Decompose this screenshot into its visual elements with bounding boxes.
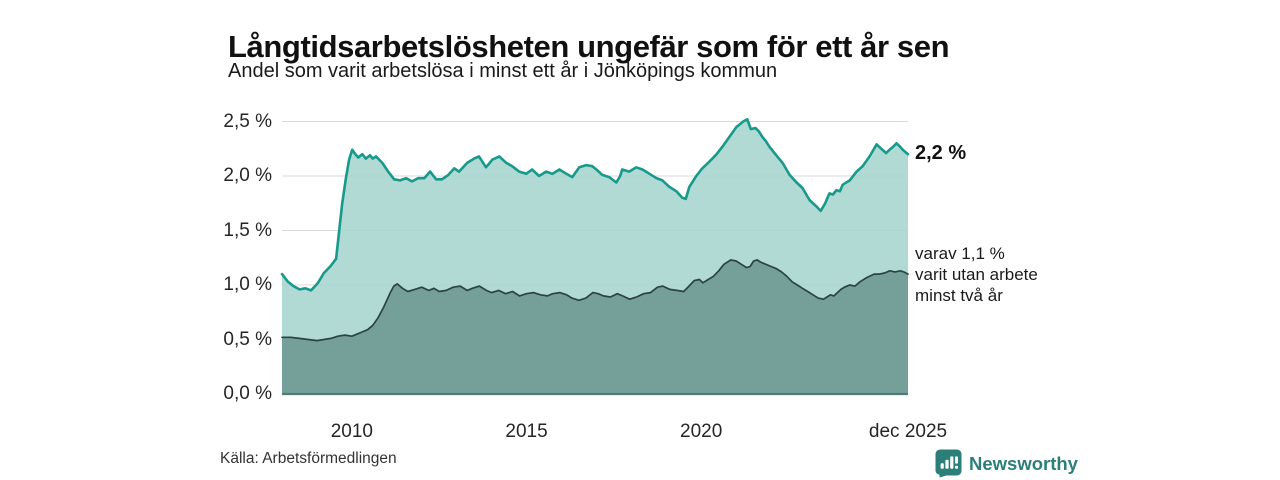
x-axis-tick-label: 2015	[505, 421, 548, 442]
y-axis-tick-label: 1,5 %	[223, 219, 272, 241]
y-axis-tick-label: 2,5 %	[223, 110, 272, 132]
y-axis-tick-label: 2,0 %	[223, 165, 272, 186]
x-axis-tick-label: 2010	[330, 421, 373, 442]
y-axis-tick-label: 0,0 %	[223, 383, 272, 404]
newsworthy-logo[interactable]: Newsworthy	[935, 449, 1078, 478]
series-end-label-two-years: varav 1,1 % varit utan arbete minst två …	[915, 244, 1038, 306]
y-axis-tick-label: 0,5 %	[223, 328, 272, 350]
x-axis-tick-label: dec 2025	[868, 421, 948, 442]
source-note: Källa: Arbetsförmedlingen	[220, 450, 397, 467]
newsworthy-chart-pin-icon	[935, 449, 962, 478]
chart-title: Långtidsarbetslösheten ungefär som för e…	[228, 28, 950, 64]
series-end-label-total: 2,2 %	[915, 142, 967, 165]
chart-subtitle: Andel som varit arbetslösa i minst ett å…	[228, 60, 778, 82]
y-axis-tick-label: 1,0 %	[223, 274, 272, 295]
brand-name: Newsworthy	[969, 452, 1078, 474]
x-axis-tick-label: 2020	[680, 421, 723, 442]
